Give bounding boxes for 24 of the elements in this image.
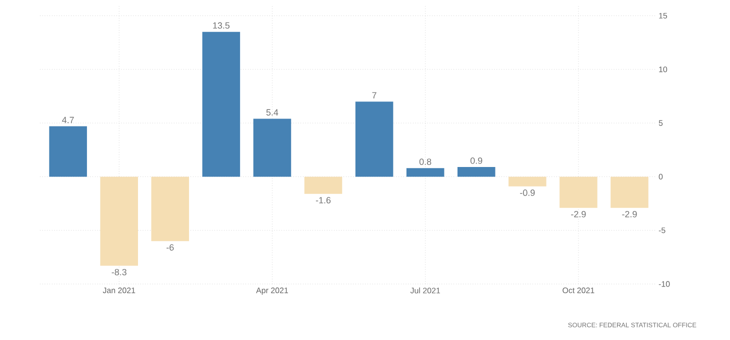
data-label: 13.5	[213, 22, 230, 29]
data-label: 4.7	[62, 116, 74, 124]
bar	[560, 176, 598, 208]
bar	[49, 126, 87, 177]
bar	[508, 176, 546, 186]
data-label: -6	[166, 244, 174, 251]
bar	[304, 176, 342, 194]
data-label: 0.8	[419, 158, 432, 165]
bar	[355, 102, 394, 177]
data-label: -2.9	[571, 210, 586, 218]
data-label: 0.9	[470, 157, 482, 164]
data-label: -2.9	[622, 210, 637, 218]
bar	[151, 176, 190, 242]
data-label: -8.3	[112, 268, 126, 276]
bar	[406, 168, 444, 177]
bar	[100, 176, 138, 266]
bar	[457, 167, 496, 177]
bar	[253, 118, 292, 177]
bar	[202, 32, 240, 177]
bar	[610, 176, 648, 208]
data-label: 5.4	[266, 109, 278, 116]
data-label: 7	[372, 92, 376, 98]
data-label: -0.9	[520, 190, 535, 196]
data-label: -1.6	[316, 197, 331, 204]
